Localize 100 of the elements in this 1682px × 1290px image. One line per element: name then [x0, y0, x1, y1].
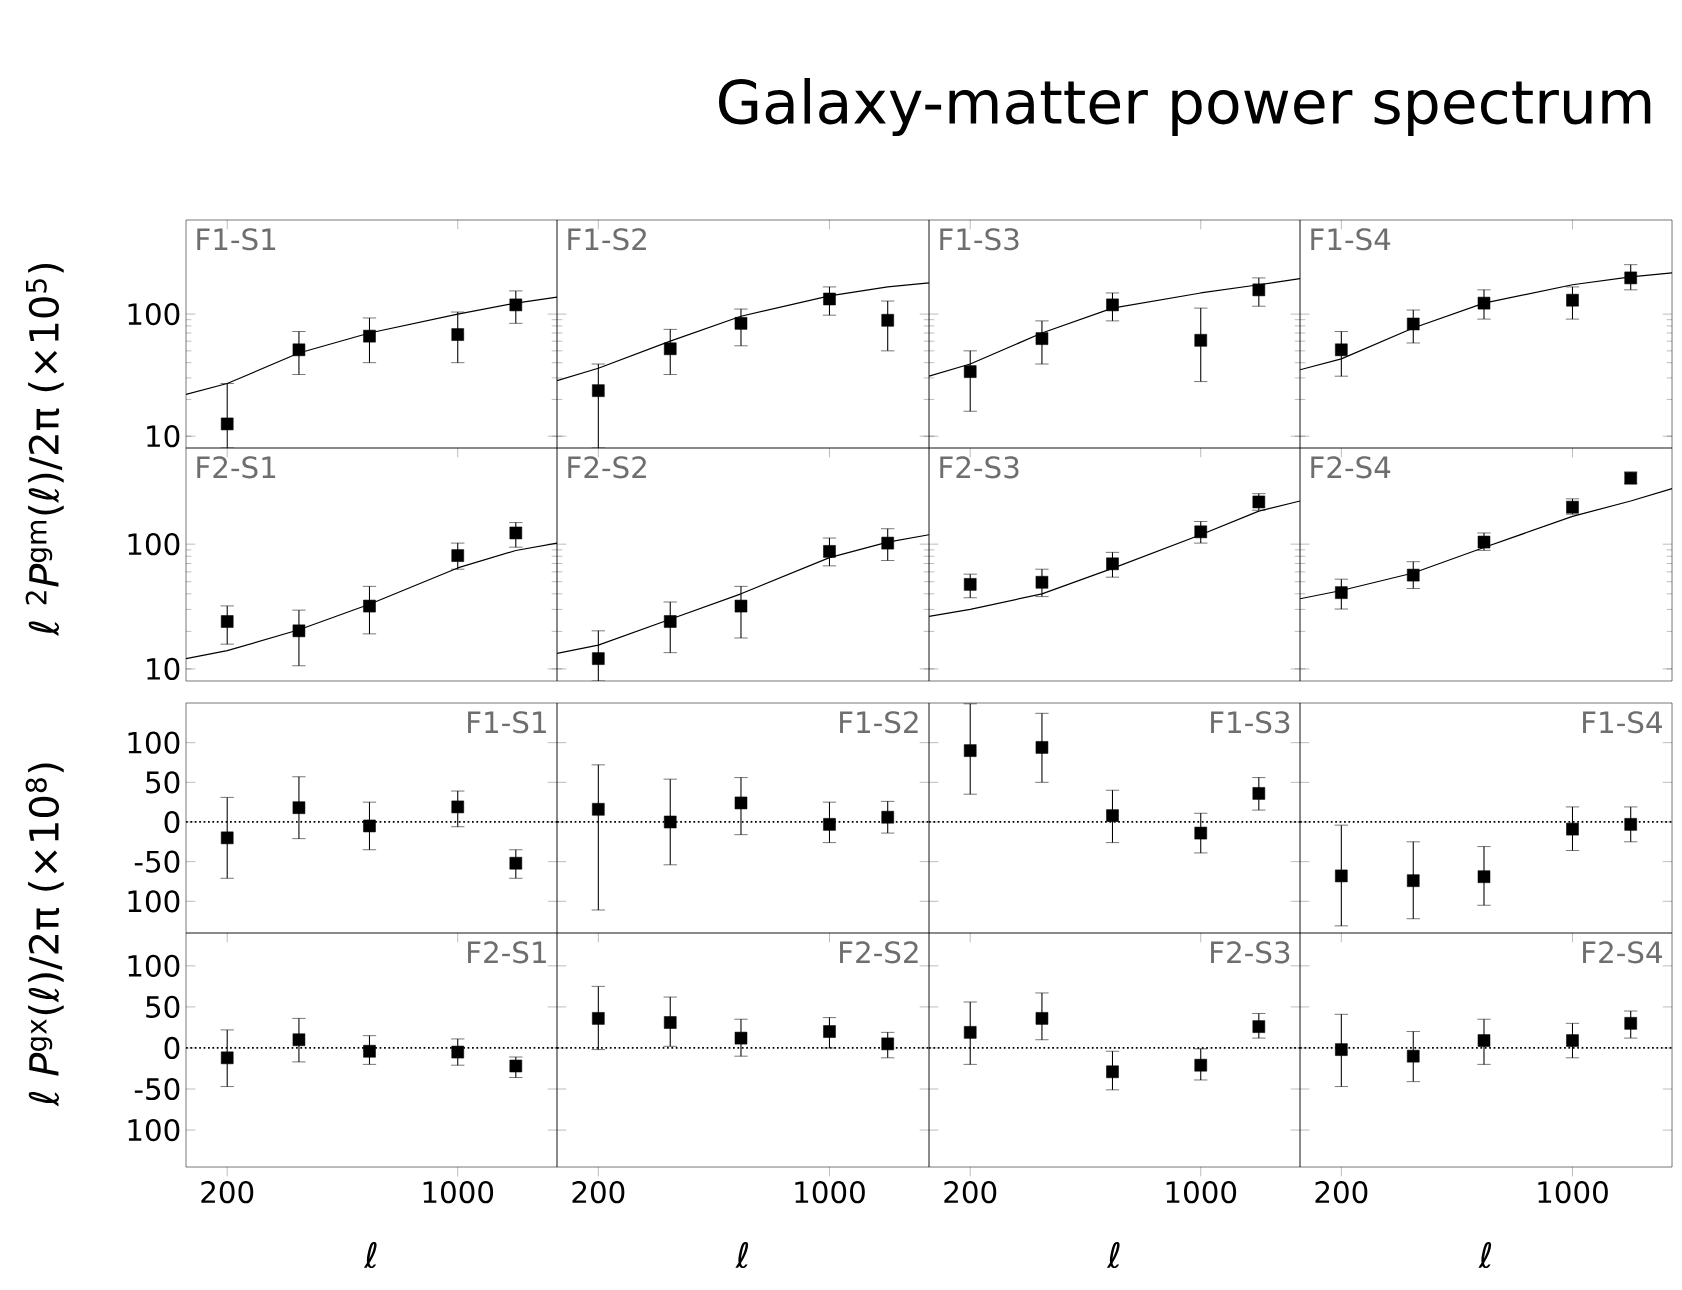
point — [363, 1044, 376, 1058]
chart-title: F2-S1 — [468, 941, 546, 964]
chart-title: F2-S4 — [1583, 941, 1662, 964]
chart-title: F2-S2 — [568, 456, 646, 479]
y-tick-label: 50 — [146, 771, 180, 794]
x-axis-title: ℓ — [363, 1241, 377, 1269]
point — [963, 365, 977, 378]
y-tick-label: 100 — [128, 890, 180, 913]
point — [963, 1026, 977, 1039]
point — [292, 343, 306, 357]
point — [292, 1033, 306, 1047]
x-tick-label: 1000 — [1538, 1181, 1608, 1204]
x-tick-label: 1000 — [1166, 1181, 1237, 1204]
point — [1106, 298, 1119, 312]
point — [663, 815, 677, 829]
point — [363, 599, 376, 613]
chart-title: F1-S1 — [197, 228, 276, 251]
chart-title: F1-S3 — [1211, 711, 1290, 734]
point — [1335, 586, 1348, 599]
point — [509, 298, 523, 312]
point — [1406, 568, 1420, 582]
point — [1252, 1020, 1266, 1033]
point — [292, 801, 306, 814]
point — [1406, 1049, 1420, 1063]
y-tick-label: 100 — [128, 303, 180, 326]
x-tick-label: 200 — [572, 1181, 625, 1204]
point — [881, 314, 894, 327]
x-tick-label: 1000 — [795, 1181, 865, 1204]
y-axis-title: ℓ P$^{gx}$(ℓ)/2π (×10$^{8}$) — [25, 763, 64, 1107]
point — [663, 1016, 677, 1029]
point — [1106, 809, 1119, 822]
y-tick-label: 100 — [128, 731, 180, 754]
point — [592, 1012, 605, 1025]
point — [1252, 787, 1266, 800]
point — [1106, 1065, 1119, 1079]
point — [1106, 557, 1119, 571]
point — [1035, 576, 1049, 589]
point — [1624, 271, 1637, 285]
y-tick-label: -50 — [134, 1077, 180, 1101]
point — [734, 796, 748, 810]
y-tick-label: 0 — [164, 1036, 180, 1060]
x-axis-title: ℓ — [1106, 1241, 1120, 1269]
point — [663, 615, 677, 628]
x-axis-title: ℓ — [735, 1241, 749, 1269]
point — [220, 417, 234, 431]
point — [220, 831, 234, 845]
x-tick-label: 1000 — [423, 1181, 494, 1204]
chart-title: F1-S4 — [1583, 711, 1662, 734]
x-tick-label: 200 — [1315, 1181, 1368, 1204]
point — [1035, 1012, 1049, 1025]
point — [1477, 296, 1491, 310]
point — [1477, 870, 1491, 883]
point — [963, 744, 977, 757]
chart-title: F2-S3 — [940, 456, 1019, 479]
point — [1406, 317, 1420, 331]
chart-title: F1-S4 — [1311, 228, 1391, 251]
point — [363, 819, 376, 833]
x-tick-label: 200 — [944, 1181, 997, 1204]
y-axis-title: ℓ $^{2}$P$^{gm}$(ℓ)/2π (×10$^{5}$) — [25, 263, 64, 637]
point — [509, 526, 523, 540]
point — [220, 1051, 234, 1065]
point — [592, 384, 605, 397]
chart-title: F2-S2 — [840, 941, 918, 964]
chart-title: F2-S3 — [1211, 941, 1290, 964]
point — [1335, 343, 1348, 357]
point — [592, 652, 605, 665]
chart-title: F2-S1 — [197, 456, 276, 479]
point — [592, 803, 605, 816]
x-tick-label: 200 — [201, 1181, 254, 1204]
point — [1035, 332, 1049, 345]
text: Galaxy-matter power spectrum — [719, 77, 1651, 137]
point — [734, 599, 748, 613]
chart-title: F1-S1 — [468, 711, 546, 734]
y-tick-label: -50 — [134, 850, 180, 873]
point — [1624, 818, 1637, 831]
y-tick-label: 10 — [147, 657, 180, 681]
y-tick-label: 50 — [146, 995, 180, 1019]
point — [220, 615, 234, 628]
chart-title: F2-S4 — [1311, 456, 1391, 479]
point — [1477, 1034, 1491, 1047]
point — [881, 536, 894, 550]
point — [963, 578, 977, 591]
point — [509, 856, 523, 870]
y-tick-label: 100 — [128, 1118, 180, 1142]
y-tick-label: 0 — [164, 810, 180, 834]
point — [734, 1031, 748, 1045]
point — [881, 810, 894, 824]
y-tick-label: 100 — [128, 533, 180, 556]
chart-title: F1-S3 — [940, 228, 1019, 251]
point — [1624, 1017, 1637, 1030]
chart-title: F1-S2 — [840, 711, 918, 734]
point — [1406, 874, 1420, 887]
point — [1335, 869, 1348, 883]
point — [1335, 1043, 1348, 1056]
point — [1035, 741, 1049, 754]
point — [1252, 283, 1266, 297]
point — [881, 1037, 894, 1051]
point — [734, 317, 748, 330]
point — [363, 329, 376, 343]
point — [663, 342, 677, 356]
